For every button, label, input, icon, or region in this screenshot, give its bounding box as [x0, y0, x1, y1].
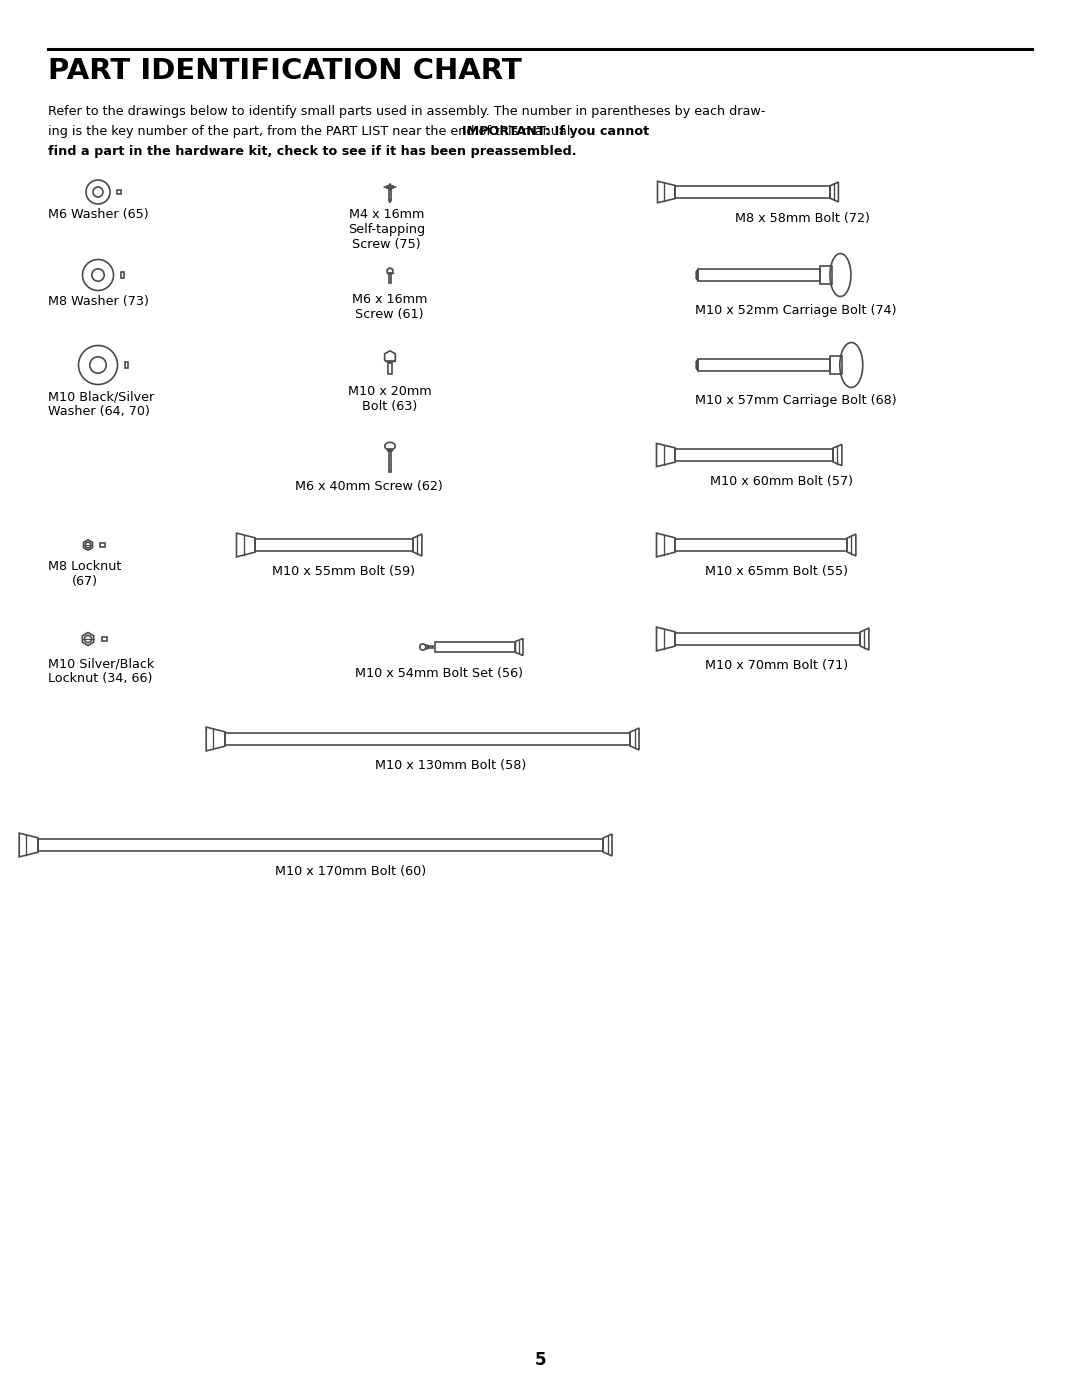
Text: M10 x 130mm Bolt (58): M10 x 130mm Bolt (58) — [375, 759, 526, 773]
Text: M4 x 16mm
Self-tapping
Screw (75): M4 x 16mm Self-tapping Screw (75) — [348, 208, 426, 251]
Bar — [389, 360, 392, 373]
Text: ing is the key number of the part, from the PART LIST near the end of this manua: ing is the key number of the part, from … — [48, 124, 579, 138]
Bar — [675, 186, 831, 198]
Text: M10 x 65mm Bolt (55): M10 x 65mm Bolt (55) — [705, 564, 848, 578]
Text: find a part in the hardware kit, check to see if it has been preassembled.: find a part in the hardware kit, check t… — [48, 145, 577, 158]
Bar — [121, 272, 124, 278]
Text: M10 x 20mm
Bolt (63): M10 x 20mm Bolt (63) — [348, 386, 432, 414]
Text: PART IDENTIFICATION CHART: PART IDENTIFICATION CHART — [48, 57, 522, 85]
Text: M6 Washer (65): M6 Washer (65) — [48, 208, 149, 221]
Text: M10 x 55mm Bolt (59): M10 x 55mm Bolt (59) — [272, 564, 415, 578]
Bar — [675, 633, 860, 645]
Bar — [675, 539, 847, 552]
Bar — [698, 270, 820, 281]
Bar — [117, 190, 121, 194]
Bar — [102, 637, 107, 641]
Bar — [820, 267, 832, 284]
Bar — [831, 356, 841, 374]
Text: M10 x 170mm Bolt (60): M10 x 170mm Bolt (60) — [275, 865, 427, 877]
Bar — [389, 189, 391, 200]
Bar — [389, 451, 391, 472]
Bar — [389, 272, 391, 282]
Text: Refer to the drawings below to identify small parts used in assembly. The number: Refer to the drawings below to identify … — [48, 105, 766, 117]
Bar — [698, 359, 831, 370]
Text: 5: 5 — [535, 1351, 545, 1369]
Text: M10 x 57mm Carriage Bolt (68): M10 x 57mm Carriage Bolt (68) — [696, 394, 896, 407]
Bar — [387, 186, 393, 189]
Bar — [38, 838, 603, 851]
Text: M8 Locknut
(67): M8 Locknut (67) — [48, 560, 121, 588]
Text: M10 Silver/Black
Locknut (34, 66): M10 Silver/Black Locknut (34, 66) — [48, 657, 154, 685]
Text: M10 x 60mm Bolt (57): M10 x 60mm Bolt (57) — [710, 475, 853, 488]
Bar — [255, 539, 413, 552]
Bar — [428, 645, 433, 648]
Text: M6 x 40mm Screw (62): M6 x 40mm Screw (62) — [295, 481, 443, 493]
Text: M10 x 52mm Carriage Bolt (74): M10 x 52mm Carriage Bolt (74) — [696, 305, 896, 317]
Text: M10 Black/Silver
Washer (64, 70): M10 Black/Silver Washer (64, 70) — [48, 390, 154, 418]
Text: M8 x 58mm Bolt (72): M8 x 58mm Bolt (72) — [735, 212, 869, 225]
Bar — [225, 732, 630, 746]
Bar — [388, 448, 392, 451]
Bar — [100, 543, 105, 546]
Text: M8 Washer (73): M8 Washer (73) — [48, 295, 149, 307]
Bar — [675, 448, 833, 461]
Text: M6 x 16mm
Screw (61): M6 x 16mm Screw (61) — [352, 293, 428, 321]
Bar — [124, 362, 129, 367]
Text: IMPORTANT: If you cannot: IMPORTANT: If you cannot — [462, 124, 649, 138]
Bar — [435, 643, 515, 652]
Text: M10 x 70mm Bolt (71): M10 x 70mm Bolt (71) — [705, 659, 848, 672]
Text: M10 x 54mm Bolt Set (56): M10 x 54mm Bolt Set (56) — [355, 666, 523, 680]
